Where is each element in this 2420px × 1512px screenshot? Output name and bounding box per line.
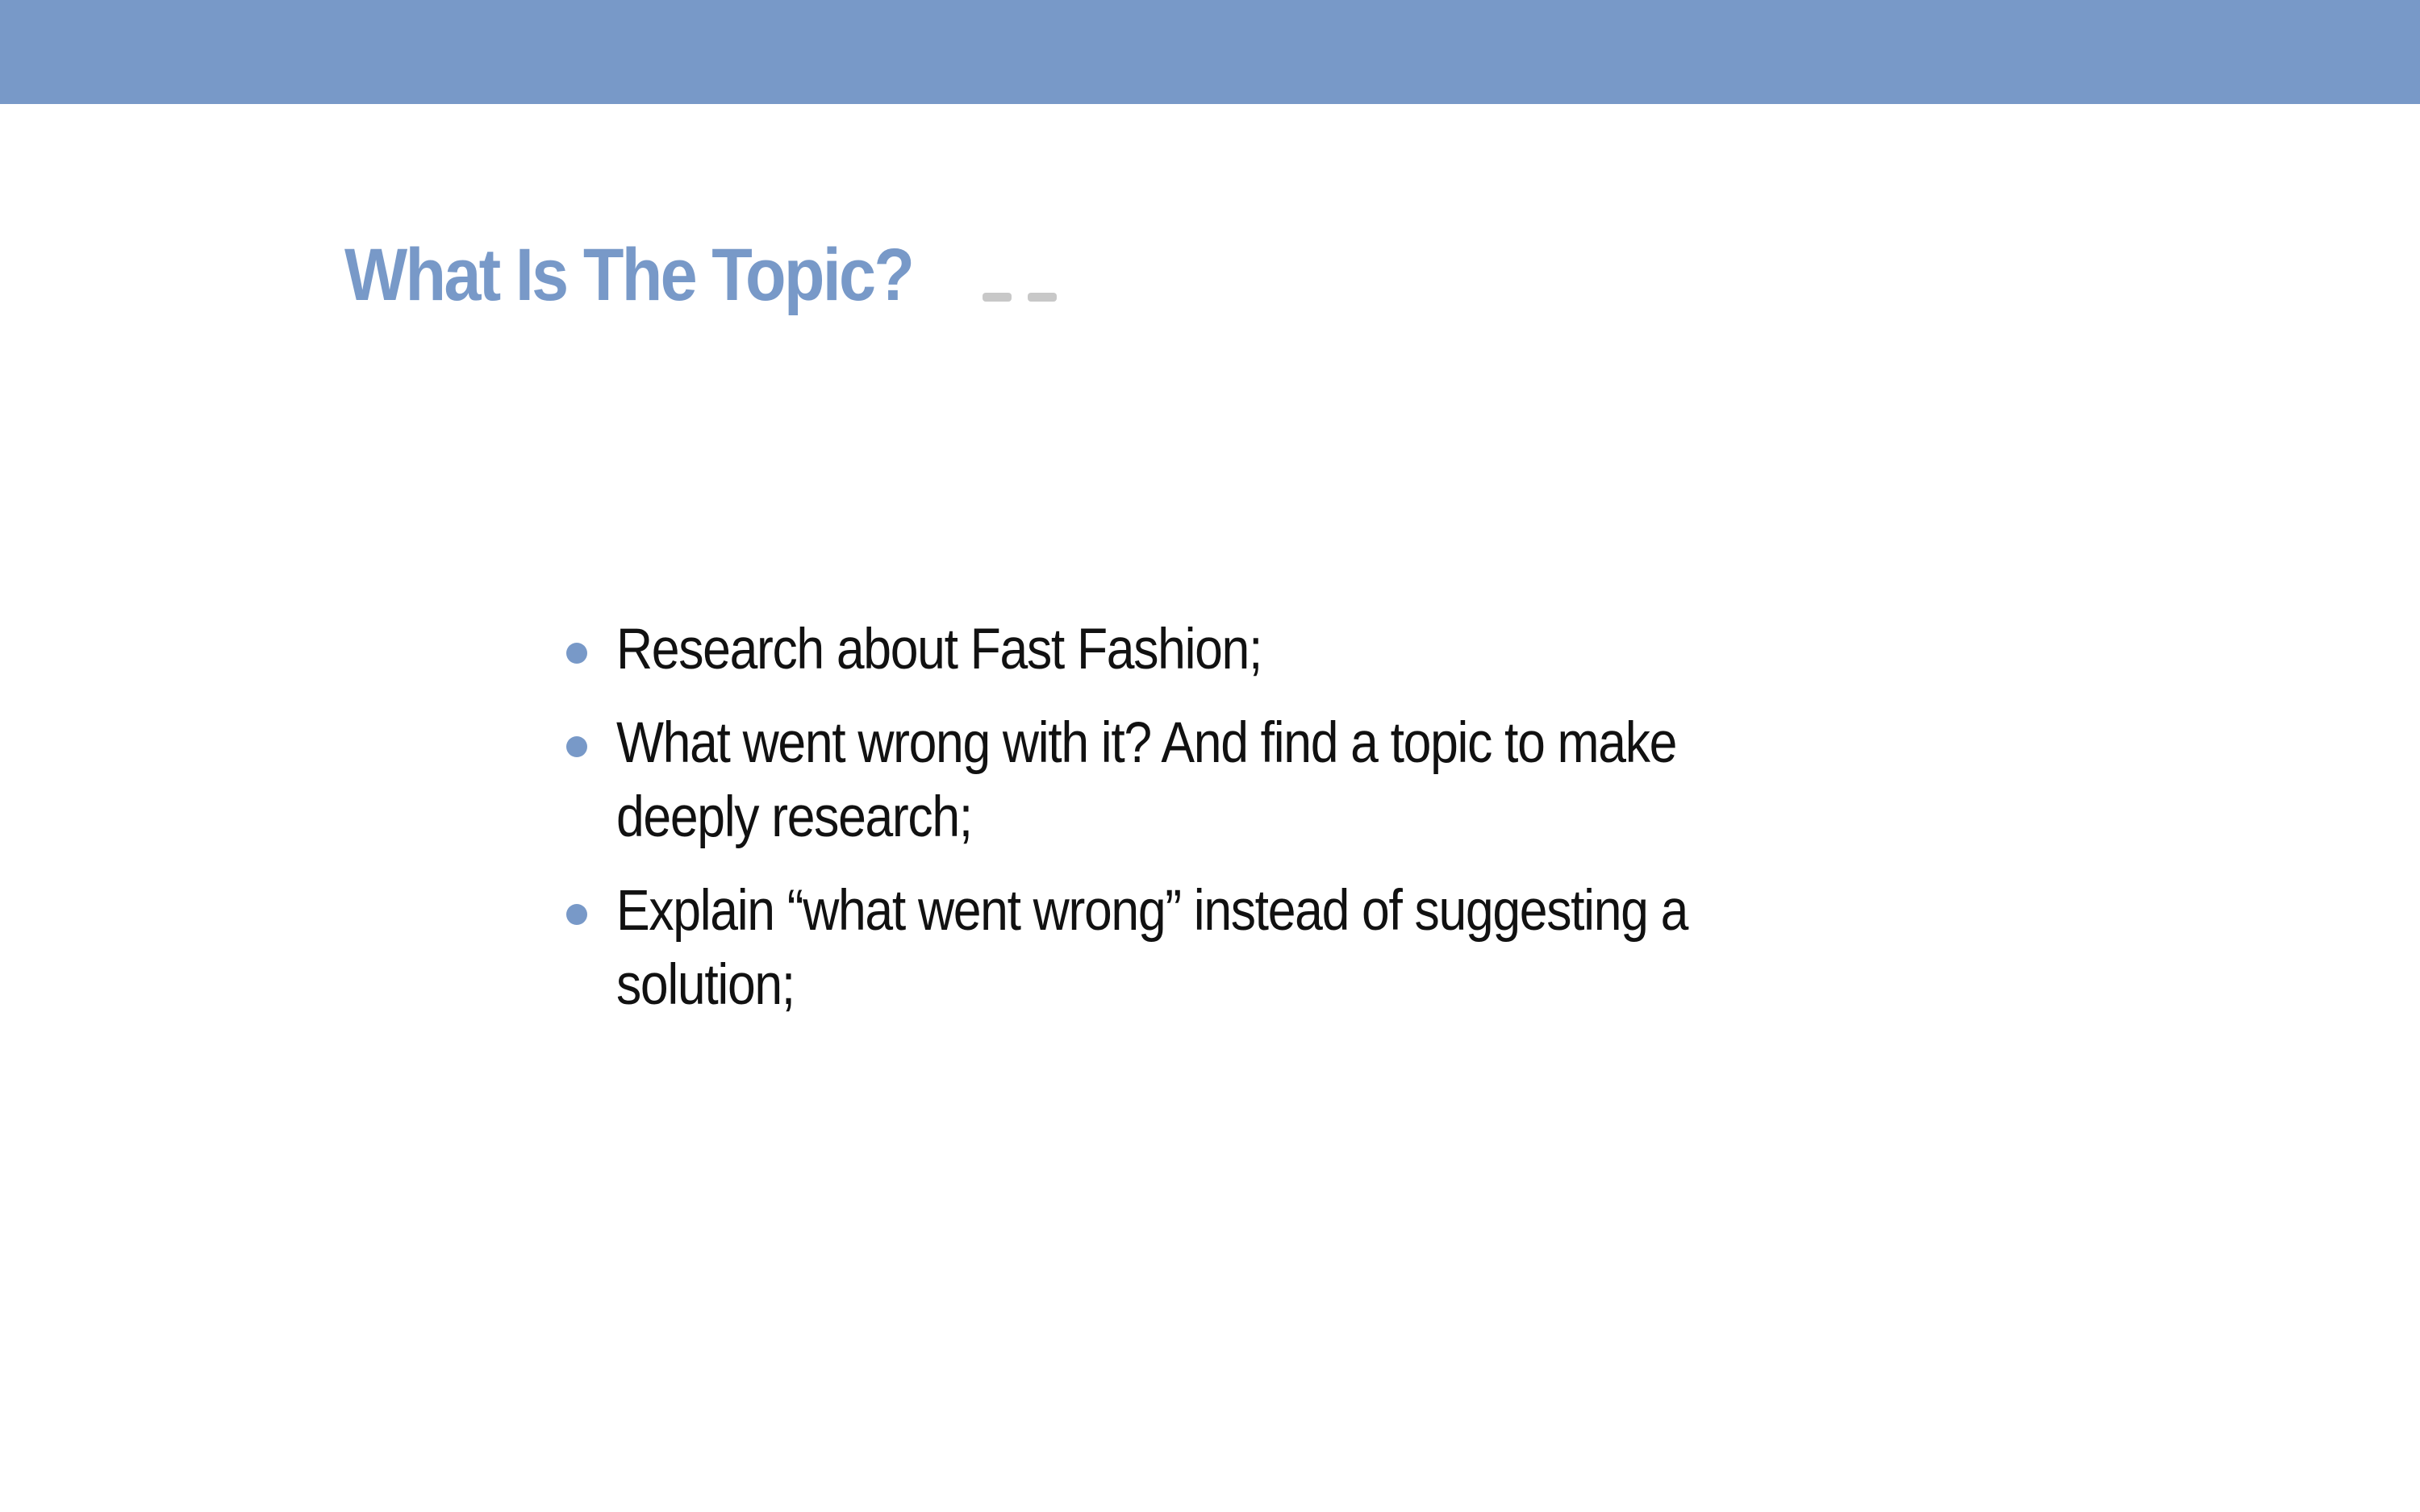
dash-mark	[983, 293, 1012, 302]
bullet-list: Research about Fast Fashion; What went w…	[565, 613, 1759, 1042]
slide-title: What Is The Topic?	[344, 234, 915, 316]
bullet-item: Research about Fast Fashion;	[565, 613, 1759, 687]
title-dash-decoration	[983, 293, 1058, 302]
bullet-dot-icon	[566, 643, 587, 664]
header-band	[0, 0, 2420, 104]
bullet-dot-icon	[566, 904, 587, 925]
dash-mark	[1028, 293, 1057, 302]
bullet-item: Explain “what went wrong” instead of sug…	[565, 874, 1759, 1023]
bullet-item: What went wrong with it? And find a topi…	[565, 706, 1759, 855]
bullet-text: Research about Fast Fashion;	[616, 618, 1262, 681]
bullet-text: What went wrong with it? And find a topi…	[616, 711, 1677, 849]
bullet-text: Explain “what went wrong” instead of sug…	[616, 879, 1688, 1017]
bullet-dot-icon	[566, 736, 587, 757]
title-area: What Is The Topic?	[344, 223, 976, 327]
